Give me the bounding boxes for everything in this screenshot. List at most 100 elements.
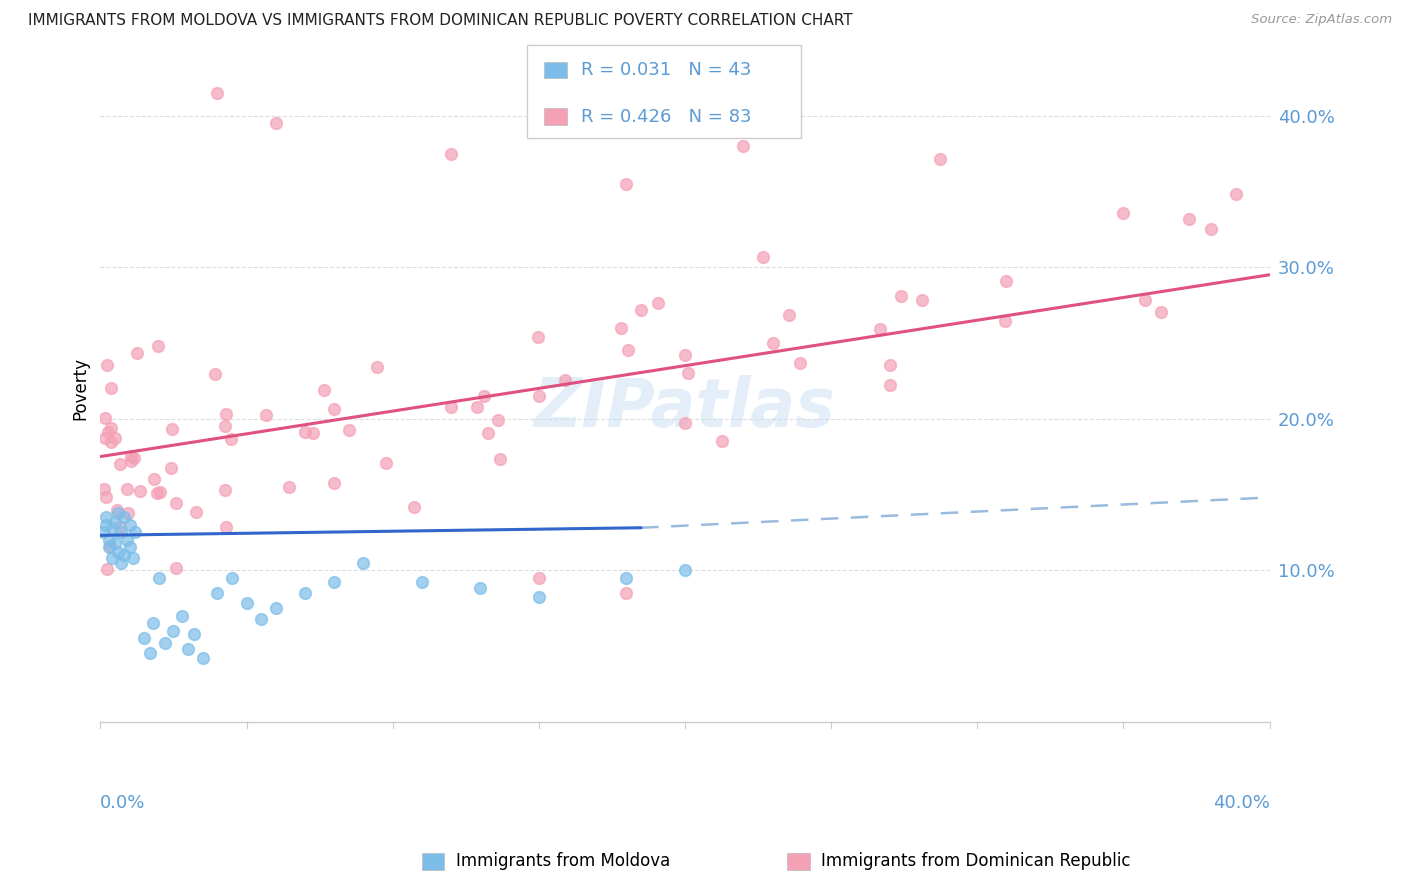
Point [125,346,148,360]
Point [128,483,150,498]
Point [323,476,346,491]
Point [101,521,124,535]
Point [160,461,183,475]
Point [207,586,229,600]
Point [96,517,118,532]
Point [215,520,238,534]
Point [143,472,166,486]
Point [162,624,184,638]
Point [146,486,169,500]
Point [250,612,273,626]
Point [411,575,433,590]
Point [929,152,952,166]
Point [165,496,187,510]
Point [554,373,576,387]
Point [112,510,135,524]
Point [149,484,172,499]
Point [789,356,811,370]
Point [107,545,129,559]
Point [527,389,550,403]
Point [115,482,138,496]
Point [323,575,346,590]
Point [122,450,145,465]
Point [467,400,489,414]
Point [673,416,696,430]
Point [93,483,115,497]
Point [337,424,360,438]
Point [879,358,901,372]
Point [172,608,194,623]
Point [98,533,121,547]
Point [101,551,124,566]
Text: Source: ZipAtlas.com: Source: ZipAtlas.com [1251,13,1392,27]
Point [630,302,652,317]
Point [610,320,633,334]
Point [294,586,316,600]
Point [134,632,156,646]
Point [314,383,336,397]
Point [110,520,132,534]
Text: IMMIGRANTS FROM MOLDOVA VS IMMIGRANTS FROM DOMINICAN REPUBLIC POVERTY CORRELATIO: IMMIGRANTS FROM MOLDOVA VS IMMIGRANTS FR… [28,13,853,29]
Point [148,339,170,353]
Point [100,421,122,435]
Point [477,426,499,441]
Point [104,536,127,550]
Y-axis label: Poverty: Poverty [72,357,89,420]
Point [118,541,141,555]
Point [104,432,127,446]
Point [184,505,207,519]
Point [165,561,187,575]
Point [120,454,142,468]
Point [323,402,346,417]
Point [1225,187,1247,202]
Point [440,146,463,161]
Point [105,503,128,517]
Point [98,539,121,553]
Point [366,359,388,374]
Point [911,293,934,308]
Point [1149,305,1171,319]
Point [301,426,323,441]
Point [191,651,214,665]
Point [527,571,550,585]
Point [994,314,1017,328]
Point [352,556,374,570]
Point [96,562,118,576]
Point [472,389,495,403]
Point [94,431,117,445]
Text: Immigrants from Dominican Republic: Immigrants from Dominican Republic [821,853,1130,871]
Point [93,410,115,425]
Point [616,571,638,585]
Point [526,330,548,344]
Point [221,432,243,446]
Point [215,407,238,421]
Point [98,541,121,555]
Point [107,506,129,520]
Point [221,571,243,585]
Point [1133,293,1156,308]
Point [616,177,638,191]
Point [440,401,463,415]
Point [278,480,301,494]
Text: 40.0%: 40.0% [1213,795,1270,813]
Text: Immigrants from Moldova: Immigrants from Moldova [456,853,669,871]
Point [762,335,785,350]
Point [264,116,287,130]
Point [752,251,775,265]
Point [183,627,205,641]
Point [139,647,162,661]
Point [294,425,316,439]
Point [869,322,891,336]
Point [486,413,509,427]
Point [676,366,699,380]
Point [177,641,200,656]
Point [120,449,142,463]
Point [1177,211,1199,226]
Point [489,451,512,466]
Point [94,491,117,505]
Point [115,533,138,547]
Point [673,563,696,577]
Point [214,483,236,497]
Point [204,368,226,382]
Point [104,515,127,529]
